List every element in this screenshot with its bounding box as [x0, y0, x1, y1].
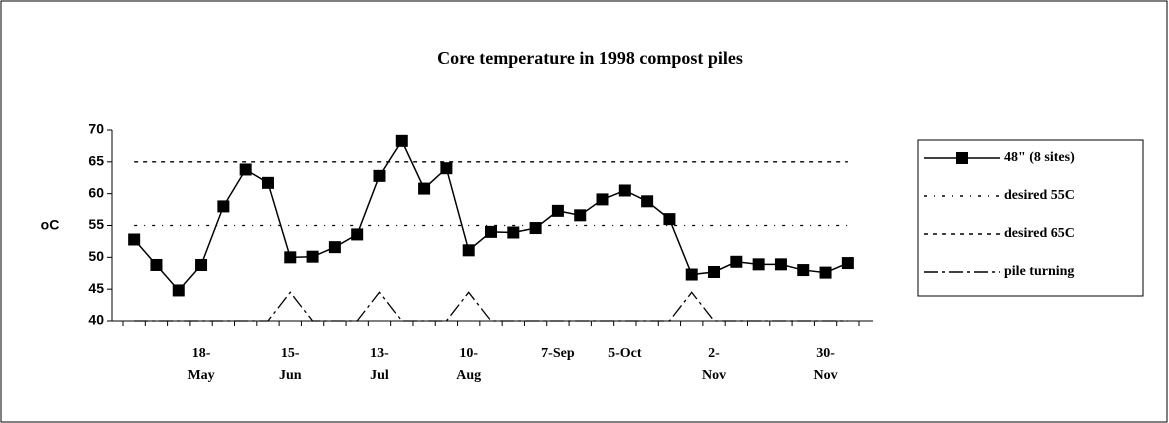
x-tick-label: 30-Nov — [813, 346, 838, 383]
series-line — [133, 139, 849, 292]
data-point — [774, 258, 787, 271]
data-point — [485, 225, 497, 238]
y-tick-label: 65 — [88, 153, 104, 169]
x-tick-label: 2-Nov — [701, 346, 727, 383]
legend-marker — [956, 152, 968, 164]
y-tick-label: 60 — [88, 184, 104, 200]
data-point — [128, 233, 141, 246]
data-point — [351, 228, 364, 241]
legend-label: pile turning — [1004, 264, 1074, 279]
y-axis-label: oC — [41, 217, 60, 233]
legend-box — [917, 139, 1144, 297]
data-point — [752, 258, 765, 271]
data-point — [596, 193, 609, 206]
x-tick-label: 15-Jun — [278, 346, 302, 383]
y-tick-label: 50 — [88, 248, 104, 264]
x-tick-label: 13-Jul — [370, 346, 389, 383]
data-point — [261, 176, 274, 189]
data-point — [708, 265, 721, 278]
data-point — [797, 264, 810, 277]
data-point — [306, 250, 319, 263]
data-point — [618, 184, 631, 197]
data-point — [284, 251, 297, 264]
y-tick-label: 40 — [88, 312, 104, 328]
series-line — [134, 291, 848, 322]
x-tick-label: 10-Aug — [456, 346, 482, 383]
x-tick-label: 5-Oct — [608, 346, 642, 361]
data-point — [507, 226, 520, 239]
legend-label: 48" (8 sites) — [1004, 150, 1075, 165]
data-point — [172, 284, 185, 297]
data-point — [217, 200, 230, 213]
data-point — [685, 268, 698, 281]
data-point — [328, 241, 341, 254]
data-point — [730, 255, 743, 268]
data-point — [819, 266, 832, 279]
data-point — [641, 195, 654, 208]
y-tick-label: 55 — [88, 216, 104, 232]
data-point — [574, 209, 587, 222]
y-tick-label: 45 — [88, 280, 104, 296]
data-point — [239, 163, 252, 176]
data-point — [373, 169, 386, 182]
data-point — [462, 244, 475, 257]
data-point — [663, 213, 676, 226]
data-point — [150, 258, 163, 271]
data-point — [551, 204, 564, 217]
x-tick-label: 7-Sep — [541, 346, 575, 361]
data-point — [418, 182, 431, 195]
data-point — [395, 134, 408, 147]
data-point — [841, 257, 854, 270]
data-point — [529, 222, 542, 235]
data-point — [195, 258, 208, 271]
x-tick-label: 18-May — [187, 346, 215, 383]
legend-label: desired 65C — [1004, 226, 1075, 241]
y-tick-label: 70 — [88, 121, 104, 137]
data-point — [440, 162, 453, 175]
legend-label: desired 55C — [1004, 188, 1075, 203]
chart-title: Core temperature in 1998 compost piles — [437, 48, 743, 68]
